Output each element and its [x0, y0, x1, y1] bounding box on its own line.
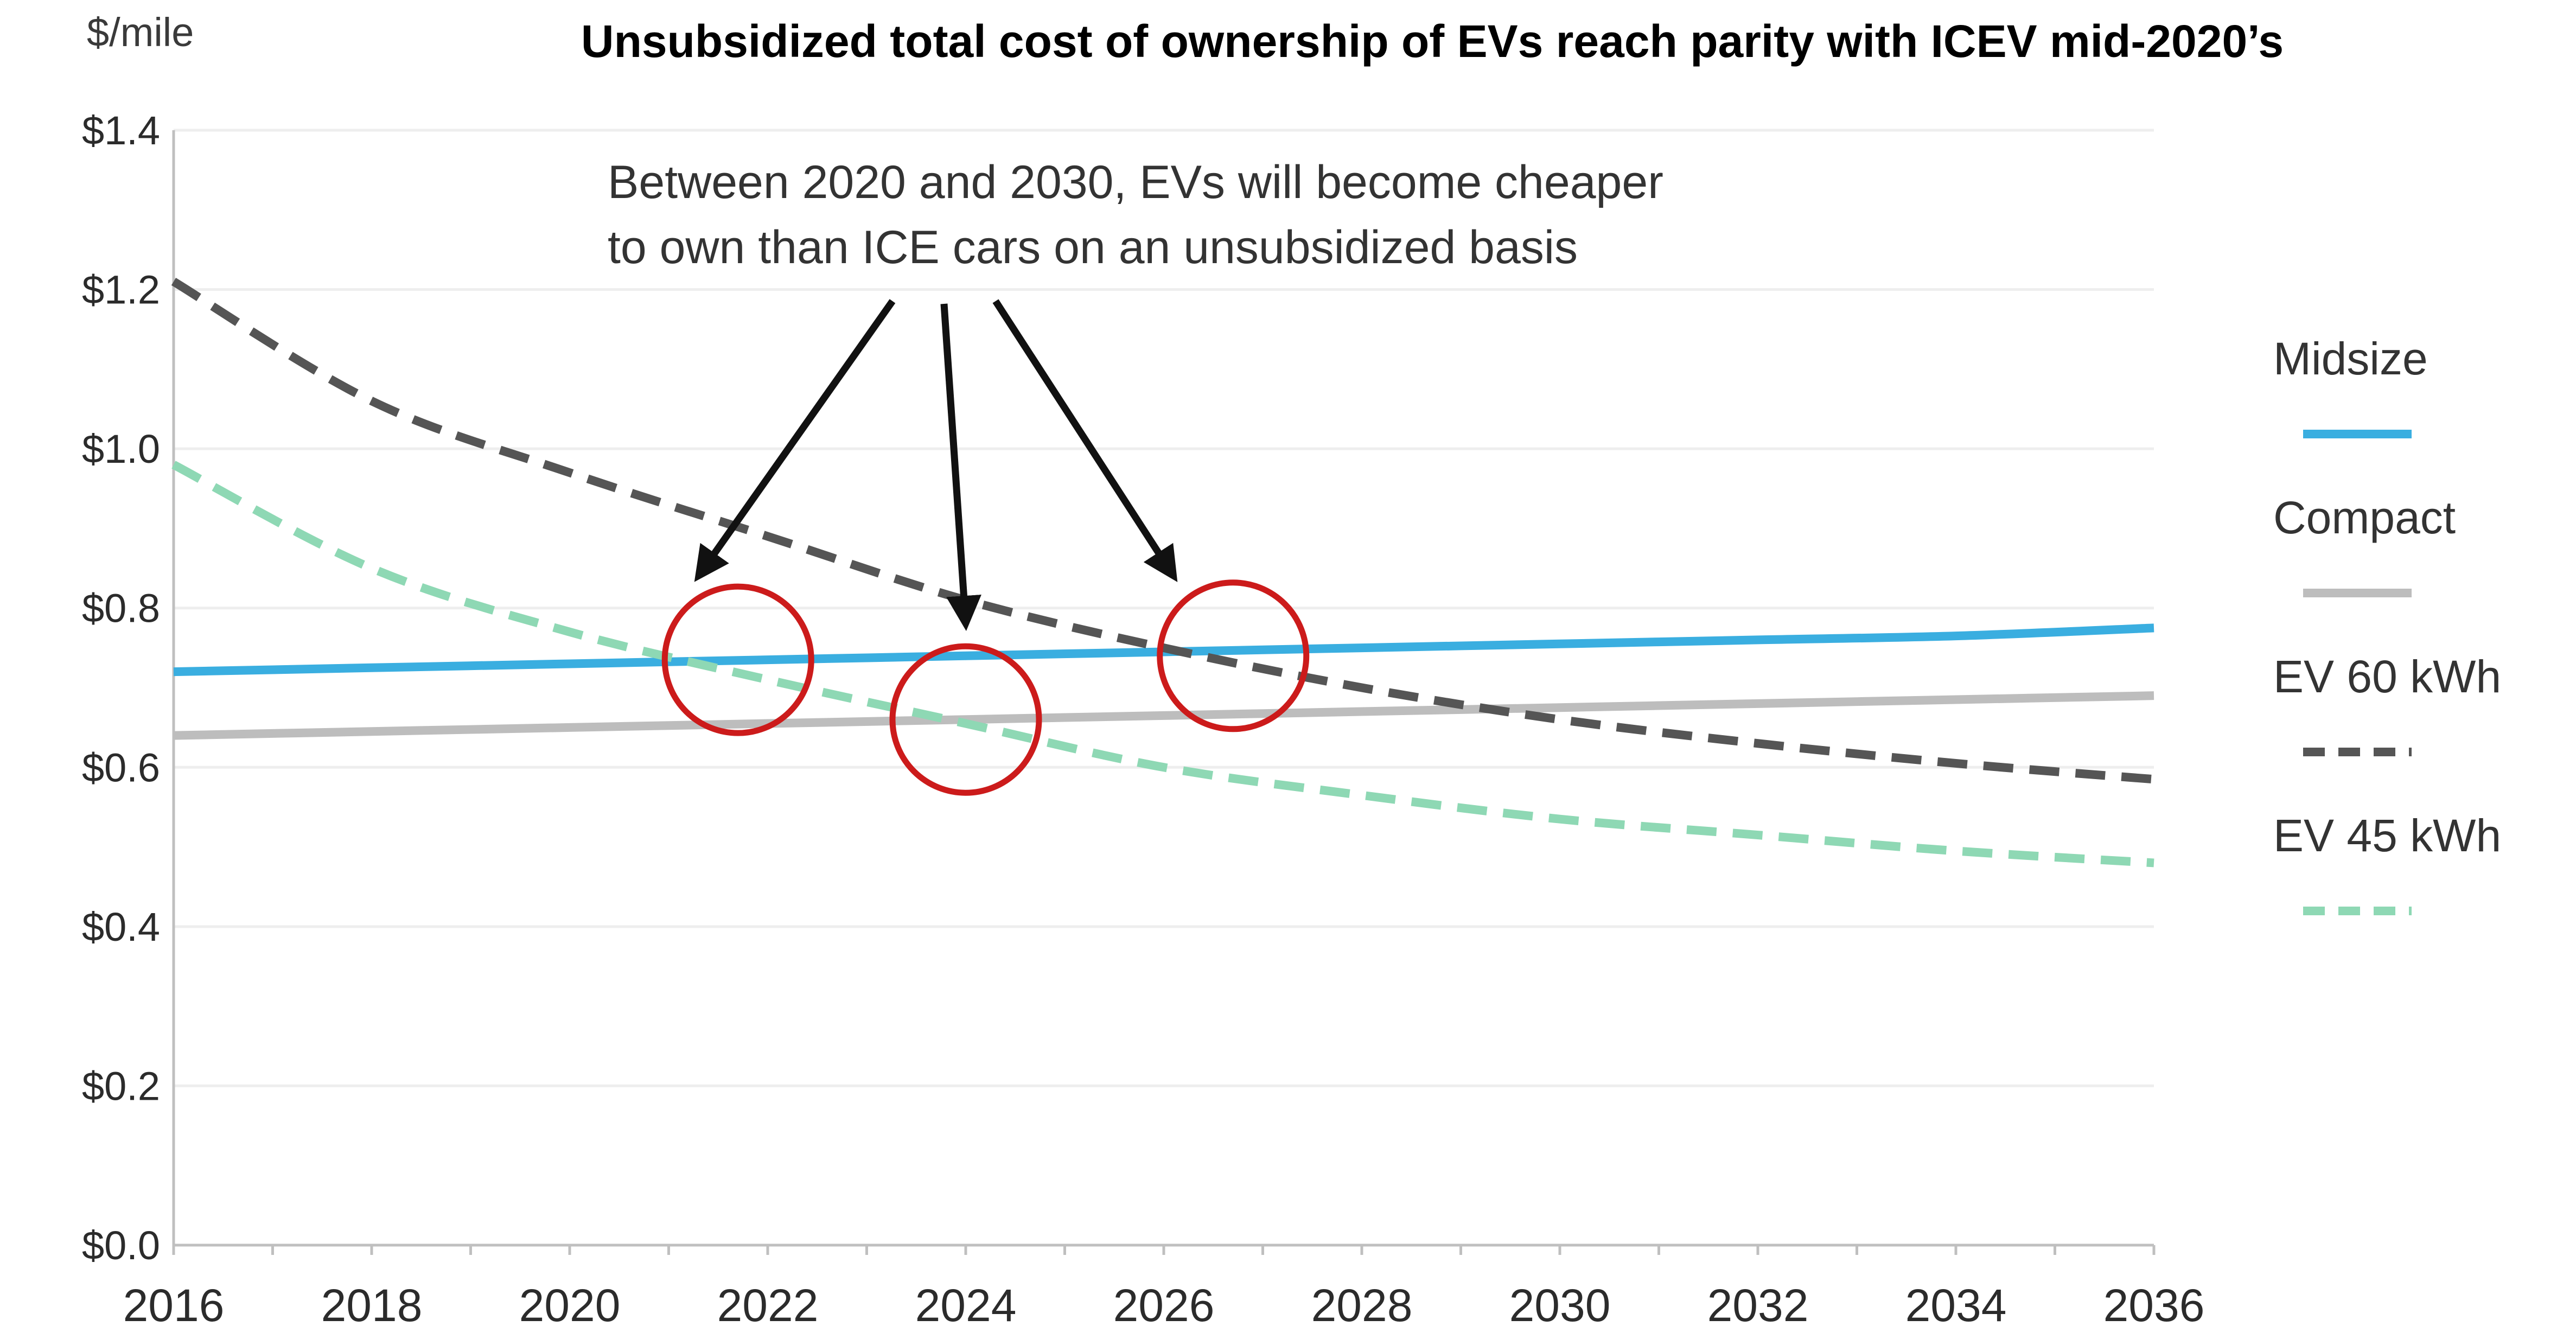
- annotation-text-line: Between 2020 and 2030, EVs will become c…: [608, 156, 1663, 208]
- annotation-arrow: [940, 303, 981, 632]
- annotation: Between 2020 and 2030, EVs will become c…: [608, 156, 1663, 796]
- unit-label: $/mile: [87, 10, 194, 55]
- x-tick-label: 2034: [1905, 1280, 2007, 1331]
- annotation-text-line: to own than ICE cars on an unsubsidized …: [608, 221, 1578, 273]
- legend-label: EV 45 kWh: [2273, 810, 2501, 861]
- highlight-circle: [661, 583, 814, 736]
- legend-label: Compact: [2273, 492, 2456, 543]
- x-tick-label: 2016: [123, 1280, 225, 1331]
- y-tick-label: $1.4: [82, 108, 160, 153]
- x-tick-label: 2032: [1707, 1280, 1809, 1331]
- x-tick-label: 2026: [1113, 1280, 1215, 1331]
- chart-title: Unsubsidized total cost of ownership of …: [581, 16, 2284, 67]
- legend-label: Midsize: [2273, 333, 2428, 384]
- annotation-arrow: [992, 299, 1178, 582]
- legend: Midsize Compact EV 60 kWh EV 45 kWh: [2273, 333, 2501, 915]
- y-tick-label: $0.2: [82, 1063, 160, 1108]
- series-lines: [171, 278, 2154, 868]
- series-line-ev-60-kwh: [171, 278, 2154, 784]
- x-tick-label: 2018: [321, 1280, 423, 1331]
- x-tick-label: 2024: [915, 1280, 1017, 1331]
- highlight-circle: [1157, 579, 1310, 732]
- series-line-compact: [173, 691, 2154, 740]
- series-line-ev-45-kwh: [171, 461, 2154, 868]
- axes: $0.0 $0.2 $0.4 $0.6 $0.8 $1.0 $1.2 $1.4 2016 2018…: [82, 108, 2204, 1331]
- x-tick-label: 2022: [717, 1280, 819, 1331]
- y-tick-label: $0.4: [82, 904, 160, 949]
- x-tick-label: 2020: [519, 1280, 621, 1331]
- x-tick-label: 2028: [1311, 1280, 1413, 1331]
- x-tick-label: 2036: [2103, 1280, 2205, 1331]
- highlight-circle: [889, 643, 1042, 796]
- y-tick-label: $0.8: [82, 586, 160, 631]
- annotation-arrow: [694, 299, 896, 582]
- y-tick-label: $0.6: [82, 745, 160, 790]
- legend-label: EV 60 kWh: [2273, 651, 2501, 702]
- y-tick-label: $1.0: [82, 426, 160, 471]
- y-tick-label: $1.2: [82, 267, 160, 313]
- x-tick-label: 2030: [1509, 1280, 1611, 1331]
- y-tick-label: $0.0: [82, 1223, 160, 1268]
